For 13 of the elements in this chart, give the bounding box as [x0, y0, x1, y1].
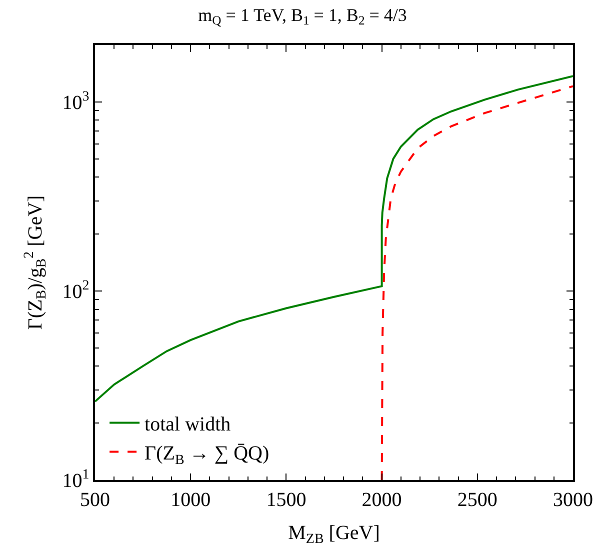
- chart-title: m$_{Q}$ = 1 TeV, B$_{1}$ = 1, B$_{2}$ = 4/3: [198, 4, 407, 28]
- y-tick-label: 10$^{3}$: [62, 90, 90, 114]
- line-series: [95, 75, 573, 403]
- y-tick-label: 10$^{2}$: [62, 278, 90, 303]
- x-axis-title: M$_{Z}$$_{B}$ [GeV]: [288, 522, 380, 547]
- x-tick-label: 2500: [457, 488, 498, 511]
- x-tick-label: 1500: [266, 488, 306, 511]
- legend-label: Γ(Z$_{B}$ → ∑ Q̄Q): [144, 442, 270, 468]
- legend-label: total width: [144, 414, 231, 436]
- x-tick-label: 1000: [170, 488, 211, 511]
- x-tick-label: 3000: [553, 488, 593, 511]
- x-tick-label: 2000: [362, 488, 402, 511]
- line-series: [380, 85, 573, 480]
